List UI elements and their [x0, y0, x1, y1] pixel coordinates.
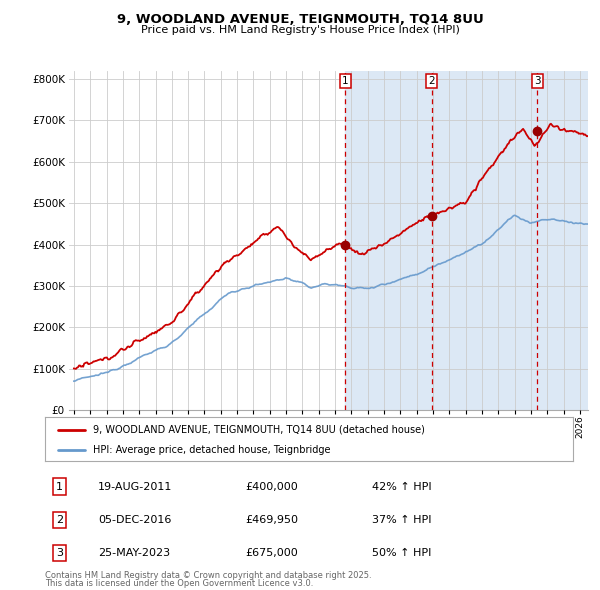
Bar [346, 71, 431, 410]
Text: Price paid vs. HM Land Registry's House Price Index (HPI): Price paid vs. HM Land Registry's House … [140, 25, 460, 35]
Text: 37% ↑ HPI: 37% ↑ HPI [373, 514, 432, 525]
Text: HPI: Average price, detached house, Teignbridge: HPI: Average price, detached house, Teig… [92, 445, 330, 455]
Text: 42% ↑ HPI: 42% ↑ HPI [373, 481, 432, 491]
Text: 9, WOODLAND AVENUE, TEIGNMOUTH, TQ14 8UU: 9, WOODLAND AVENUE, TEIGNMOUTH, TQ14 8UU [116, 13, 484, 26]
Text: 1: 1 [56, 481, 63, 491]
Text: £400,000: £400,000 [245, 481, 298, 491]
Text: 2: 2 [56, 514, 64, 525]
Text: 3: 3 [56, 548, 63, 558]
Text: 05-DEC-2016: 05-DEC-2016 [98, 514, 171, 525]
Text: 25-MAY-2023: 25-MAY-2023 [98, 548, 170, 558]
Text: Contains HM Land Registry data © Crown copyright and database right 2025.: Contains HM Land Registry data © Crown c… [45, 571, 371, 579]
Text: 2: 2 [428, 76, 435, 86]
Bar [538, 71, 588, 410]
Text: £469,950: £469,950 [245, 514, 299, 525]
Text: £675,000: £675,000 [245, 548, 298, 558]
Text: This data is licensed under the Open Government Licence v3.0.: This data is licensed under the Open Gov… [45, 579, 313, 588]
Bar [431, 71, 538, 410]
Text: 19-AUG-2011: 19-AUG-2011 [98, 481, 172, 491]
Text: 50% ↑ HPI: 50% ↑ HPI [373, 548, 432, 558]
Text: 3: 3 [534, 76, 541, 86]
Text: 1: 1 [342, 76, 349, 86]
Text: 9, WOODLAND AVENUE, TEIGNMOUTH, TQ14 8UU (detached house): 9, WOODLAND AVENUE, TEIGNMOUTH, TQ14 8UU… [92, 425, 424, 434]
